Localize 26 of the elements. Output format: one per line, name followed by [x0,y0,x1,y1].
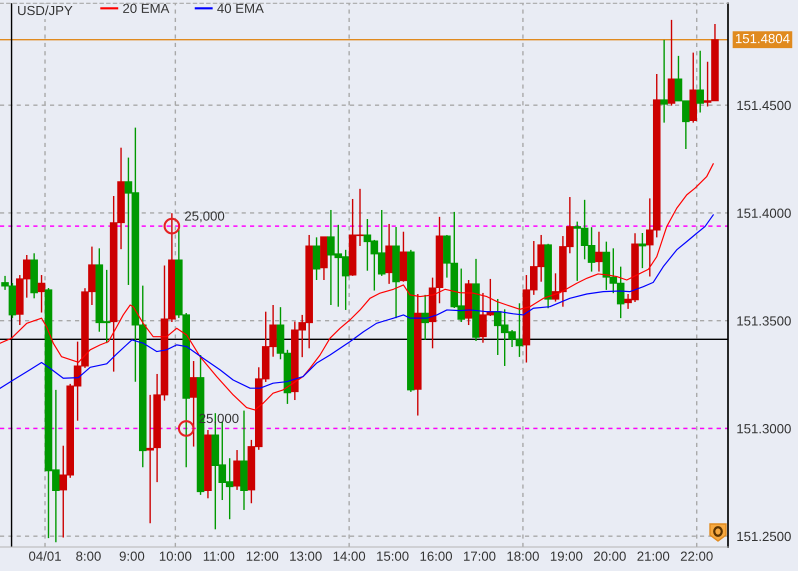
ref-line-label: 151.4804 [736,34,790,44]
y-tick-label: 151.2500 [737,532,791,542]
x-tick-label: 17:00 [464,552,496,561]
x-tick-label: 16:00 [420,552,452,561]
x-tick-label: 18:00 [507,552,539,561]
chart-title: USD/JPY [18,5,72,16]
x-tick-label: 14:00 [334,552,366,561]
x-tick-label: 8:00 [76,552,101,561]
annotation: 25,000 [185,211,224,222]
x-tick-label: 04/01 [29,551,61,561]
x-tick-label: 11:00 [204,552,234,561]
y-tick-label: 151.4000 [737,208,791,218]
y-tick-label: 151.4500 [737,100,791,110]
legend-label: 20 EMA [123,4,170,14]
x-tick-label: 21:00 [637,552,670,561]
x-tick-label: 20:00 [594,552,626,561]
y-tick-label: 151.3500 [737,316,791,326]
x-tick-label: 13:00 [290,552,322,561]
x-tick-label: 19:00 [550,552,582,561]
legend-label: 40 EMA [217,4,264,14]
x-tick-label: 12:00 [246,552,278,561]
x-tick-label: 10:00 [160,552,192,561]
x-tick-label: 9:00 [120,552,144,561]
y-tick-label: 151.3000 [737,424,791,434]
x-tick-label: 22:00 [680,552,713,561]
x-tick-label: 15:00 [377,552,409,561]
